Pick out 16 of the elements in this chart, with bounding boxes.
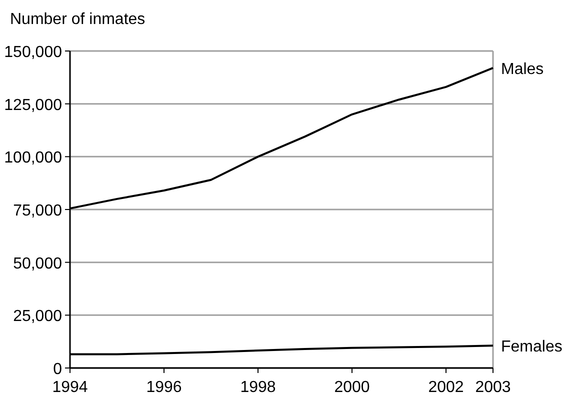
- series-label: Males: [501, 60, 544, 78]
- y-tick-label: 25,000: [13, 308, 62, 326]
- x-tick-label: 2002: [428, 379, 464, 396]
- y-tick-label: 150,000: [4, 44, 62, 61]
- y-tick-label: 50,000: [13, 255, 62, 272]
- x-tick-label: 2003: [475, 379, 511, 396]
- series-label: Females: [501, 338, 562, 356]
- x-tick-label: 2000: [334, 379, 370, 396]
- x-tick-label: 1996: [146, 379, 182, 396]
- x-tick-label: 1998: [240, 379, 276, 396]
- y-tick-label: 75,000: [13, 202, 62, 220]
- y-tick-label: 100,000: [4, 150, 62, 167]
- y-axis-title: Number of inmates: [10, 11, 146, 28]
- y-tick-label: 0: [53, 361, 62, 378]
- y-tick-label: 125,000: [4, 96, 62, 114]
- x-tick-label: 1994: [52, 379, 88, 396]
